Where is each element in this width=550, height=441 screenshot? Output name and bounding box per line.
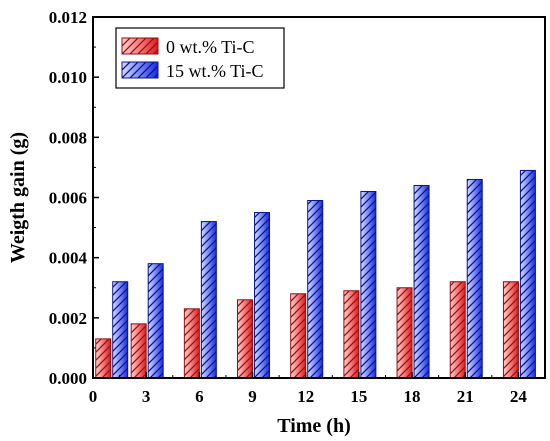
bar-hatch-series-0-t24 (503, 281, 519, 378)
plot-frame (92, 16, 546, 379)
bar-hatch-series-1-t15 (360, 191, 376, 378)
x-tick-label: 12 (297, 387, 314, 406)
legend-label-15-wt-ti-c: 15 wt.% Ti-C (166, 61, 264, 81)
bar-hatch-series-0-t18 (397, 287, 413, 378)
legend-swatch-hatch-15-wt-ti-c (122, 62, 158, 78)
bar-hatch-series-0-t12 (290, 293, 306, 378)
bar-hatch-series-1-t1 (112, 281, 128, 378)
y-axis-title: Weigth gain (g) (7, 132, 29, 263)
x-tick-label: 3 (142, 387, 151, 406)
y-tick-label: 0.008 (49, 128, 87, 147)
legend-swatch-hatch-0-wt-ti-c (122, 38, 158, 54)
x-tick-label: 24 (510, 387, 528, 406)
x-tick-label: 9 (248, 387, 257, 406)
x-axis-title: Time (h) (277, 415, 351, 437)
x-tick-label: 18 (404, 387, 421, 406)
y-tick-label: 0.012 (49, 8, 87, 27)
bar-hatch-series-1-t24 (520, 170, 536, 378)
y-axis: 0.000 0.002 0.004 0.006 0.008 0.010 0.012 (49, 8, 99, 388)
bar-hatch-series-0-t9 (237, 299, 253, 378)
y-tick-label: 0.010 (49, 68, 87, 87)
bar-hatch-series-1-t6 (201, 221, 217, 378)
y-tick-label: 0.000 (49, 369, 87, 388)
bar-hatch-series-0-t1 (95, 338, 111, 378)
bar-hatch-series-1-t3 (148, 263, 164, 378)
bar-hatch-series-0-t21 (450, 281, 466, 378)
y-tick-label: 0.006 (49, 189, 87, 208)
bars-group (95, 169, 536, 379)
x-tick-label: 15 (350, 387, 367, 406)
bar-hatch-series-1-t9 (254, 212, 270, 378)
bar-hatch-series-1-t18 (414, 185, 430, 378)
legend-label-0-wt-ti-c: 0 wt.% Ti-C (166, 37, 255, 57)
x-tick-label: 6 (195, 387, 204, 406)
legend: 0 wt.% Ti-C 15 wt.% Ti-C (115, 27, 285, 89)
x-tick-label: 0 (89, 387, 98, 406)
bar-hatch-series-0-t3 (131, 323, 147, 378)
y-tick-label: 0.004 (49, 249, 88, 268)
x-tick-label: 21 (457, 387, 474, 406)
bar-hatch-series-0-t15 (343, 290, 359, 378)
x-axis: 0 3 6 9 12 15 18 21 24 (89, 372, 528, 406)
bar-hatch-series-1-t12 (307, 200, 323, 378)
bar-hatch-series-0-t6 (184, 308, 200, 378)
bar-hatch-series-1-t21 (467, 179, 483, 378)
y-tick-label: 0.002 (49, 309, 87, 328)
